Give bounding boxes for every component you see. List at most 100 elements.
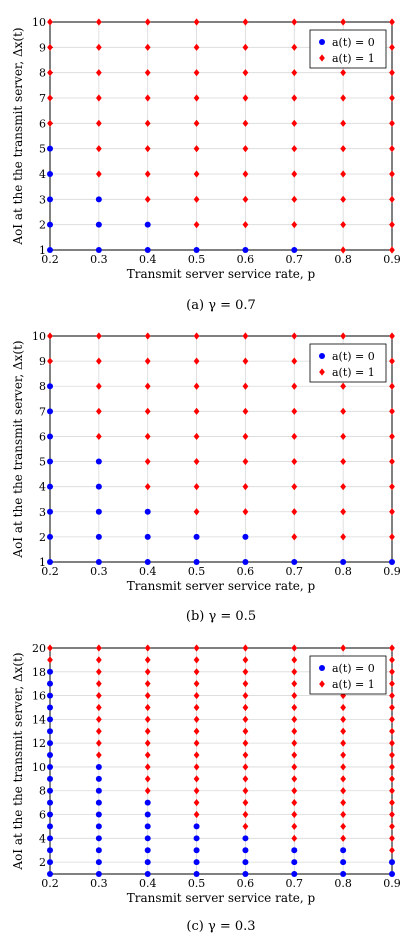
x-axis-label: Transmit server service rate, p <box>127 267 316 281</box>
point-a1 <box>193 119 200 127</box>
point-a1 <box>389 644 395 652</box>
point-a0 <box>291 871 298 877</box>
point-a0 <box>242 559 249 565</box>
y-tick-label: 20 <box>32 642 46 655</box>
point-a0 <box>47 787 53 794</box>
point-a1 <box>291 483 298 491</box>
y-tick-label: 10 <box>32 761 46 774</box>
point-a1 <box>95 407 102 415</box>
x-tick-label: 0.3 <box>90 877 108 890</box>
point-a0 <box>242 835 249 842</box>
point-a0 <box>242 533 249 540</box>
point-a1 <box>95 382 102 390</box>
legend-label-a1: a(t) = 1 <box>332 52 375 65</box>
point-a1 <box>47 357 53 365</box>
point-a1 <box>389 775 395 783</box>
legend-marker-a1 <box>319 54 325 62</box>
point-a1 <box>242 221 249 229</box>
point-a1 <box>47 69 53 77</box>
point-a1 <box>193 715 200 723</box>
x-tick-label: 0.4 <box>139 877 157 890</box>
point-a1 <box>144 691 151 700</box>
point-a1 <box>340 69 347 77</box>
legend-marker-a0 <box>319 665 325 671</box>
point-a0 <box>144 533 151 540</box>
x-tick-label: 0.7 <box>286 253 304 266</box>
point-a0 <box>193 871 200 877</box>
point-a0 <box>144 247 151 253</box>
point-a0 <box>47 823 53 830</box>
point-a1 <box>389 508 395 516</box>
point-a1 <box>95 69 102 77</box>
point-a1 <box>291 810 298 819</box>
point-a1 <box>291 69 298 77</box>
y-tick-label: 1 <box>39 556 46 569</box>
point-a1 <box>47 656 53 664</box>
point-a1 <box>144 457 151 466</box>
point-a1 <box>95 739 102 747</box>
point-a0 <box>144 221 151 228</box>
x-tick-label: 0.9 <box>383 877 401 890</box>
legend-marker-a0 <box>319 39 325 45</box>
point-a1 <box>144 195 151 203</box>
point-a0 <box>47 859 53 866</box>
point-a1 <box>242 18 249 26</box>
y-tick-label: 10 <box>32 330 46 343</box>
x-tick-label: 0.6 <box>237 253 255 266</box>
point-a0 <box>193 823 200 830</box>
y-tick-label: 3 <box>39 193 46 206</box>
point-a0 <box>47 171 53 177</box>
point-a0 <box>95 508 102 515</box>
point-a1 <box>47 43 53 51</box>
point-a1 <box>340 145 347 153</box>
y-tick-label: 16 <box>32 690 46 703</box>
y-tick-label: 2 <box>39 856 46 869</box>
x-tick-label: 0.9 <box>383 565 401 578</box>
point-a1 <box>144 787 151 795</box>
point-a1 <box>291 508 298 516</box>
point-a1 <box>144 18 151 26</box>
point-a1 <box>291 382 298 390</box>
point-a1 <box>242 69 249 77</box>
point-a1 <box>144 43 151 51</box>
point-a1 <box>291 145 298 153</box>
point-a1 <box>340 644 347 652</box>
point-a1 <box>193 508 200 516</box>
point-a1 <box>389 457 395 466</box>
point-a1 <box>242 668 249 676</box>
point-a1 <box>389 822 395 831</box>
point-a1 <box>291 787 298 795</box>
point-a1 <box>193 195 200 203</box>
point-a1 <box>95 332 102 340</box>
point-a1 <box>389 751 395 759</box>
x-tick-label: 0.7 <box>286 565 304 578</box>
point-a0 <box>47 559 53 565</box>
point-a1 <box>340 332 347 340</box>
x-tick-label: 0.5 <box>188 565 206 578</box>
y-axis-label: AoI at the the transmit server, Δx(t) <box>11 652 25 870</box>
point-a1 <box>340 94 347 102</box>
point-a1 <box>389 221 395 229</box>
point-a1 <box>389 246 395 254</box>
plot-frame <box>49 335 393 563</box>
point-a1 <box>242 775 249 783</box>
point-a1 <box>193 668 200 676</box>
point-a1 <box>95 680 102 688</box>
point-a1 <box>144 763 151 771</box>
point-a1 <box>95 170 102 178</box>
point-a1 <box>291 644 298 652</box>
point-a1 <box>389 846 395 854</box>
point-a0 <box>47 668 53 675</box>
point-a1 <box>340 195 347 203</box>
point-a1 <box>389 668 395 676</box>
point-a1 <box>389 799 395 807</box>
point-a1 <box>193 787 200 795</box>
legend-marker-a0 <box>319 353 325 359</box>
point-a1 <box>193 739 200 747</box>
x-tick-label: 0.9 <box>383 253 401 266</box>
x-tick-label: 0.4 <box>139 565 157 578</box>
y-tick-label: 9 <box>39 41 46 54</box>
point-a1 <box>340 407 347 415</box>
point-a1 <box>291 170 298 178</box>
point-a1 <box>291 680 298 688</box>
